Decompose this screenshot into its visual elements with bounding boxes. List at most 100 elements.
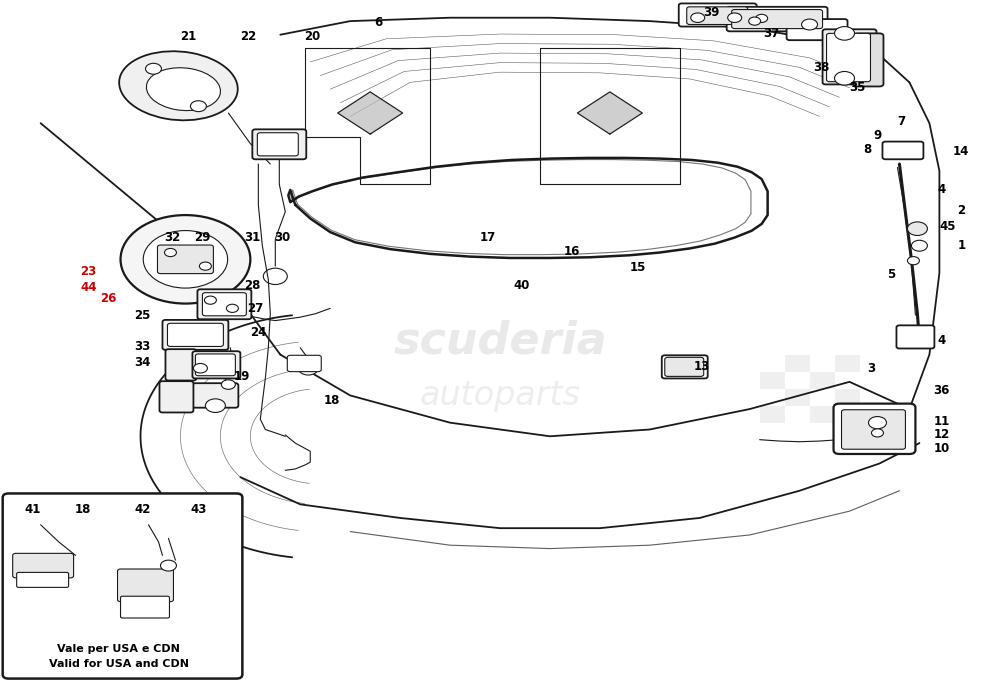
FancyBboxPatch shape [662, 355, 708, 379]
FancyBboxPatch shape [3, 494, 242, 679]
Circle shape [199, 262, 211, 270]
Text: 27: 27 [247, 302, 263, 315]
Text: 20: 20 [304, 29, 320, 42]
FancyBboxPatch shape [17, 572, 69, 587]
Polygon shape [577, 92, 642, 134]
Text: 18: 18 [74, 503, 91, 516]
Circle shape [835, 27, 855, 40]
FancyBboxPatch shape [159, 381, 193, 413]
FancyBboxPatch shape [687, 7, 748, 25]
FancyBboxPatch shape [732, 10, 823, 29]
Text: 45: 45 [939, 220, 956, 233]
FancyBboxPatch shape [195, 354, 235, 376]
Bar [835, 406, 860, 423]
Text: 23: 23 [80, 265, 97, 278]
FancyBboxPatch shape [882, 142, 923, 160]
Bar [760, 406, 785, 423]
Text: 34: 34 [134, 356, 151, 369]
Bar [760, 372, 785, 389]
Circle shape [204, 296, 216, 304]
Bar [785, 389, 810, 406]
Text: 13: 13 [694, 360, 710, 373]
Circle shape [145, 63, 161, 74]
Circle shape [871, 429, 883, 437]
Circle shape [143, 231, 228, 288]
Text: 43: 43 [190, 503, 207, 516]
Text: 22: 22 [240, 29, 256, 42]
Circle shape [298, 361, 318, 375]
Bar [835, 355, 860, 372]
Text: 19: 19 [234, 370, 251, 383]
FancyBboxPatch shape [165, 349, 196, 381]
Bar [835, 372, 860, 389]
FancyBboxPatch shape [162, 320, 228, 350]
FancyBboxPatch shape [257, 133, 298, 156]
Circle shape [907, 222, 927, 235]
Bar [760, 389, 785, 406]
Text: 5: 5 [887, 268, 896, 281]
Circle shape [756, 14, 768, 23]
FancyBboxPatch shape [842, 410, 905, 449]
Text: 4: 4 [937, 183, 946, 196]
Text: 8: 8 [863, 143, 872, 155]
Text: 24: 24 [250, 326, 267, 340]
FancyBboxPatch shape [118, 569, 173, 602]
Text: 14: 14 [953, 145, 970, 158]
FancyBboxPatch shape [834, 404, 915, 454]
Text: 42: 42 [134, 503, 151, 516]
FancyBboxPatch shape [896, 325, 934, 349]
Circle shape [907, 256, 919, 265]
Circle shape [164, 248, 176, 256]
Bar [810, 372, 835, 389]
Bar [785, 355, 810, 372]
Text: 21: 21 [180, 29, 197, 42]
Circle shape [221, 380, 235, 389]
Ellipse shape [146, 68, 220, 110]
FancyBboxPatch shape [192, 383, 238, 408]
Text: scuderia: scuderia [393, 319, 607, 363]
FancyBboxPatch shape [167, 323, 223, 346]
Text: 9: 9 [873, 129, 882, 142]
Text: 30: 30 [274, 231, 290, 244]
Text: 25: 25 [134, 309, 151, 322]
Circle shape [749, 17, 761, 25]
Circle shape [263, 268, 287, 284]
Text: 2: 2 [957, 204, 965, 217]
Text: 17: 17 [480, 231, 496, 244]
Circle shape [226, 304, 238, 312]
Text: 36: 36 [933, 383, 950, 396]
Text: 11: 11 [933, 415, 950, 428]
FancyBboxPatch shape [727, 7, 828, 31]
Circle shape [868, 417, 886, 429]
Bar [810, 355, 835, 372]
Text: 29: 29 [194, 231, 211, 244]
Bar [835, 389, 860, 406]
Text: 38: 38 [813, 61, 830, 74]
Circle shape [205, 399, 225, 413]
Bar [810, 406, 835, 423]
FancyBboxPatch shape [679, 3, 757, 27]
Circle shape [802, 19, 818, 30]
FancyBboxPatch shape [121, 596, 169, 618]
Text: 10: 10 [933, 442, 950, 455]
Text: 18: 18 [324, 394, 340, 407]
FancyBboxPatch shape [827, 33, 870, 82]
FancyBboxPatch shape [13, 553, 74, 578]
Text: 6: 6 [374, 16, 382, 29]
FancyBboxPatch shape [192, 351, 240, 379]
Circle shape [160, 560, 176, 571]
FancyBboxPatch shape [753, 8, 797, 29]
Text: 39: 39 [704, 6, 720, 20]
Text: autoparts: autoparts [420, 379, 580, 412]
Text: 28: 28 [244, 279, 261, 292]
Text: 44: 44 [80, 282, 97, 295]
Text: Valid for USA and CDN: Valid for USA and CDN [49, 659, 189, 669]
Circle shape [728, 13, 742, 23]
Bar [785, 406, 810, 423]
Text: 35: 35 [849, 81, 866, 94]
Circle shape [691, 13, 705, 23]
Text: 40: 40 [514, 279, 530, 292]
Text: Vale per USA e CDN: Vale per USA e CDN [57, 644, 180, 653]
Circle shape [121, 215, 250, 303]
Text: 16: 16 [564, 245, 580, 258]
